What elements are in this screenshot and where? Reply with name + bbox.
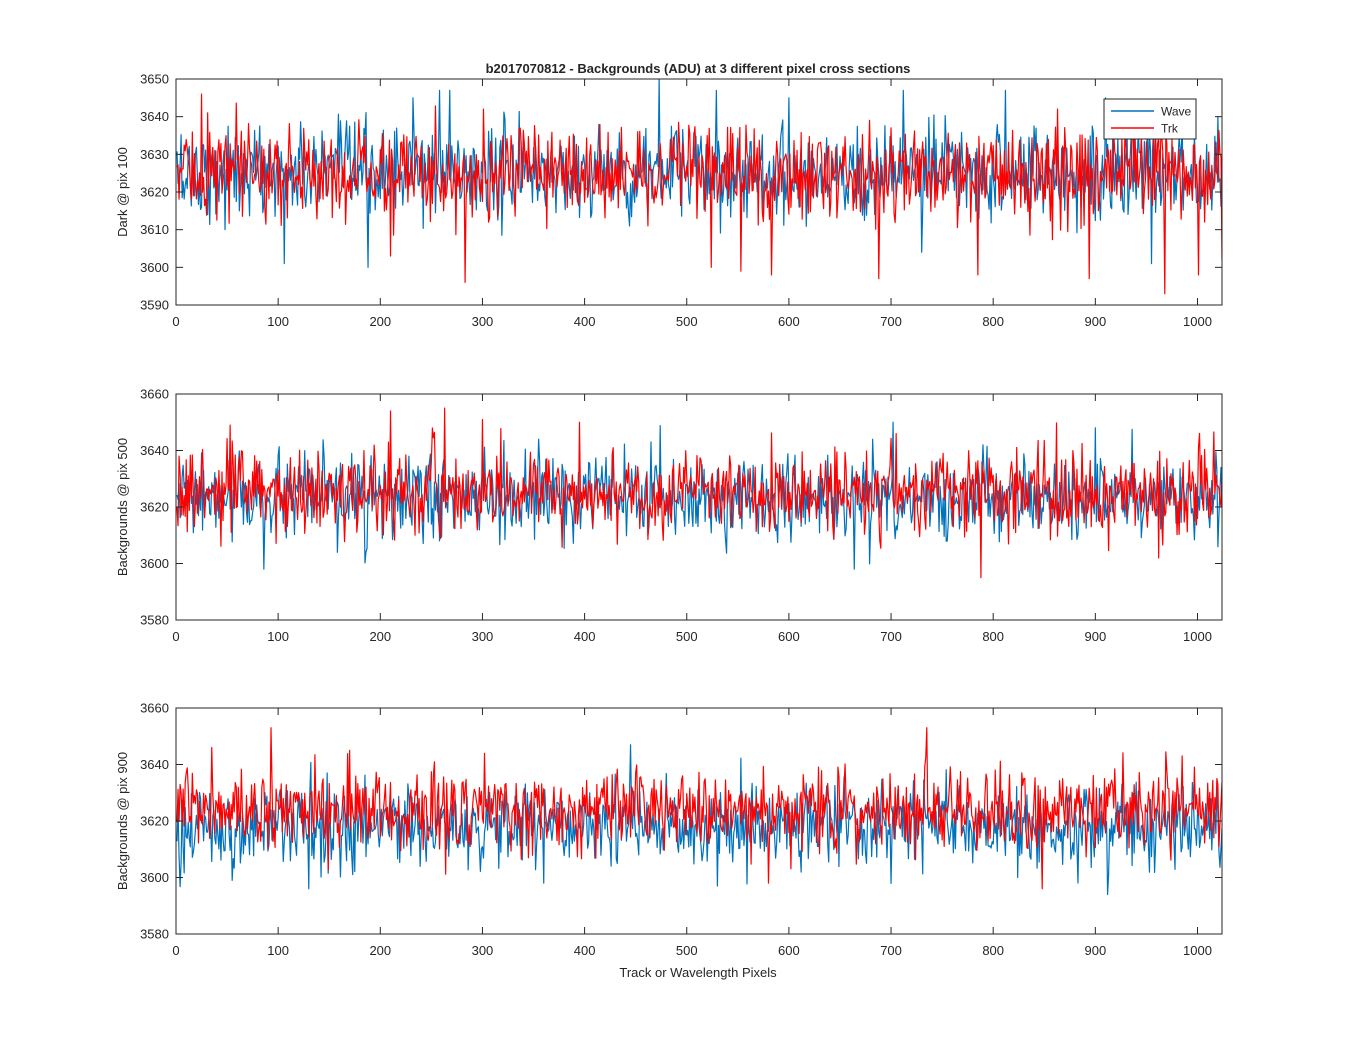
- x-tick-label: 800: [982, 943, 1004, 958]
- x-tick-label: 200: [369, 629, 391, 644]
- legend[interactable]: Wave Trk: [1103, 98, 1197, 140]
- series-line-trk: [176, 727, 1222, 890]
- y-tick-label: 3600: [140, 556, 169, 571]
- x-tick-label: 600: [778, 629, 800, 644]
- y-tick-label: 3640: [140, 757, 169, 772]
- y-tick-label: 3620: [140, 185, 169, 200]
- x-tick-label: 500: [676, 314, 698, 329]
- x-tick-label: 400: [574, 943, 596, 958]
- y-axis-label: Backgrounds @ pix 500: [115, 438, 130, 576]
- series-line-trk: [176, 407, 1222, 579]
- x-tick-label: 100: [267, 314, 289, 329]
- series-group: [176, 407, 1222, 579]
- x-tick-label: 500: [676, 629, 698, 644]
- x-axis-label: Track or Wavelength Pixels: [619, 965, 777, 980]
- x-tick-label: 100: [267, 943, 289, 958]
- x-tick-label: 0: [172, 943, 179, 958]
- x-tick-label: 600: [778, 314, 800, 329]
- y-tick-label: 3620: [140, 814, 169, 829]
- y-tick-label: 3590: [140, 298, 169, 313]
- subplot-2: 0 100 200 300 400 500 600 700 800 900 1000 3580 3600…: [115, 387, 1223, 644]
- x-tick-label: 900: [1084, 943, 1106, 958]
- x-tick-label: 500: [676, 943, 698, 958]
- subplot-1: 0 100 200 300 400 500 600 700 800 900 1000 3590 3600…: [115, 72, 1223, 329]
- y-tick-label: 3660: [140, 387, 169, 402]
- x-tick-label: 200: [369, 314, 391, 329]
- y-axis-label: Backgrounds @ pix 900: [115, 752, 130, 890]
- series-line-wave: [176, 744, 1222, 896]
- x-tick-label: 1000: [1183, 629, 1212, 644]
- series-line-trk: [176, 93, 1222, 295]
- x-tick-label: 600: [778, 943, 800, 958]
- subplot-grid: 0 100 200 300 400 500 600 700 800 900 100035903600…: [115, 72, 1223, 958]
- y-tick-label: 3580: [140, 927, 169, 942]
- x-tick-label: 0: [172, 314, 179, 329]
- x-tick-label: 400: [574, 314, 596, 329]
- x-tick-label: 100: [267, 629, 289, 644]
- y-tick-label: 3640: [140, 443, 169, 458]
- x-tick-label: 1000: [1183, 943, 1212, 958]
- x-tick-label: 0: [172, 629, 179, 644]
- y-axis-label: Dark @ pix 100: [115, 147, 130, 237]
- y-tick-label: 3600: [140, 260, 169, 275]
- x-tick-label: 1000: [1183, 314, 1212, 329]
- x-tick-label: 400: [574, 629, 596, 644]
- y-tick-label: 3640: [140, 109, 169, 124]
- y-tick-label: 3610: [140, 222, 169, 237]
- series-group: [176, 727, 1222, 896]
- x-tick-label: 900: [1084, 629, 1106, 644]
- figure-title: b2017070812 - Backgrounds (ADU) at 3 dif…: [486, 61, 911, 76]
- legend-label-trk: Trk: [1161, 122, 1179, 136]
- legend-label-wave: Wave: [1161, 105, 1192, 119]
- x-tick-label: 700: [880, 314, 902, 329]
- x-tick-label: 900: [1084, 314, 1106, 329]
- legend-box: [1103, 98, 1197, 140]
- y-tick-label: 3620: [140, 500, 169, 515]
- x-tick-label: 800: [982, 314, 1004, 329]
- x-tick-label: 700: [880, 629, 902, 644]
- x-tick-label: 200: [369, 943, 391, 958]
- x-tick-label: 300: [472, 943, 494, 958]
- y-tick-label: 3650: [140, 72, 169, 87]
- series-group: [176, 79, 1222, 295]
- x-tick-label: 800: [982, 629, 1004, 644]
- y-tick-label: 3630: [140, 147, 169, 162]
- x-tick-label: 700: [880, 943, 902, 958]
- subplot-3: 0 100 200 300 400 500 600 700 800 900 1000 3580 3600…: [115, 701, 1223, 958]
- x-tick-label: 300: [472, 314, 494, 329]
- y-tick-label: 3600: [140, 870, 169, 885]
- x-tick-label: 300: [472, 629, 494, 644]
- y-tick-label: 3660: [140, 701, 169, 716]
- y-tick-label: 3580: [140, 613, 169, 628]
